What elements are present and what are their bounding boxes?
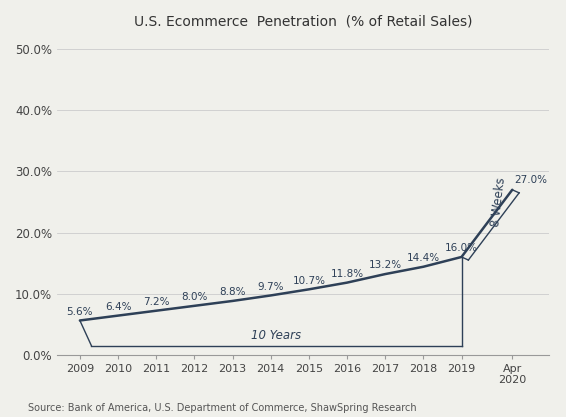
Text: 11.8%: 11.8%	[331, 269, 363, 279]
Text: 10 Years: 10 Years	[251, 329, 302, 342]
Title: U.S. Ecommerce  Penetration  (% of Retail Sales): U.S. Ecommerce Penetration (% of Retail …	[134, 15, 473, 29]
Text: 9.7%: 9.7%	[258, 282, 284, 292]
Text: 7.2%: 7.2%	[143, 297, 169, 307]
Text: 16.0%: 16.0%	[445, 243, 478, 253]
Text: 27.0%: 27.0%	[514, 175, 547, 185]
Text: 14.4%: 14.4%	[407, 253, 440, 263]
Text: 8 Weeks: 8 Weeks	[489, 176, 508, 227]
Text: Source: Bank of America, U.S. Department of Commerce, ShawSpring Research: Source: Bank of America, U.S. Department…	[28, 403, 417, 413]
Text: 8.0%: 8.0%	[181, 292, 208, 302]
Text: 8.8%: 8.8%	[219, 287, 246, 297]
Text: 10.7%: 10.7%	[293, 276, 325, 286]
Text: 5.6%: 5.6%	[67, 307, 93, 317]
Text: 6.4%: 6.4%	[105, 302, 131, 312]
Text: 13.2%: 13.2%	[368, 260, 402, 270]
